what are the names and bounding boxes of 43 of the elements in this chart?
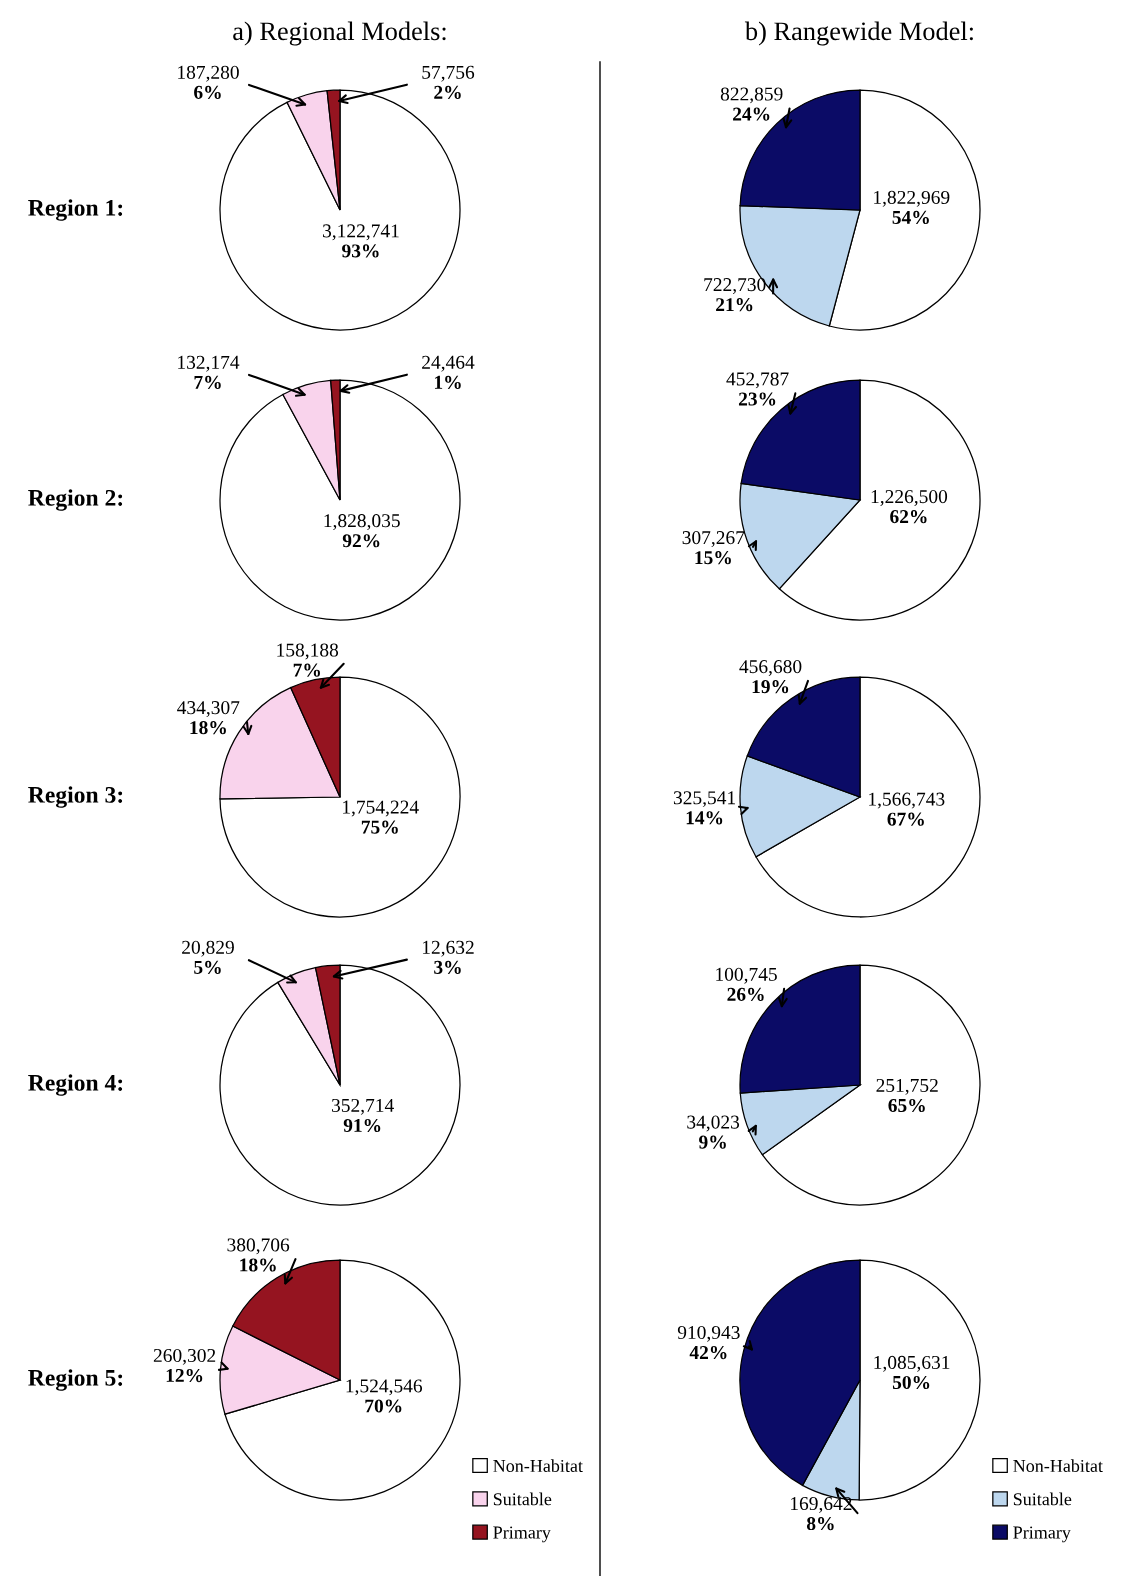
text: Region 5:	[28, 1369, 123, 1391]
data-label: 132,174 7%	[178, 355, 240, 389]
data-label: 456,680 19%	[739, 660, 802, 694]
legend-label: Primary	[493, 1526, 551, 1543]
legend-label: Suitable	[1013, 1492, 1072, 1506]
data-label: 1,226,500 62%	[871, 490, 948, 524]
data-label: 452,787 23%	[726, 372, 789, 406]
text: Region 1:	[28, 199, 123, 221]
data-label: 260,302 12%	[153, 1348, 216, 1383]
data-label: 380,706 18%	[227, 1238, 290, 1272]
data-label: 34,023 9%	[687, 1115, 740, 1149]
legend-label: Primary	[1013, 1526, 1071, 1543]
data-label: 1,524,546 70%	[346, 1379, 423, 1413]
data-label: 12,632 3%	[422, 940, 474, 974]
data-label: 158,188 7%	[277, 643, 339, 677]
data-label: 910,943 42%	[677, 1325, 740, 1360]
data-label: 24,464 1%	[422, 355, 475, 389]
data-label: 352,714 91%	[331, 1098, 394, 1133]
legend-label: Suitable	[493, 1492, 552, 1506]
data-label: 1,754,224 75%	[343, 800, 419, 834]
data-label: 251,752 65%	[876, 1078, 938, 1113]
data-label: 434,307 18%	[177, 701, 240, 735]
data-label: 722,730 21%	[704, 278, 766, 312]
text: Region 2:	[28, 489, 123, 511]
data-label: 1,822,969 54%	[874, 190, 950, 225]
data-label: 1,828,035 92%	[324, 514, 400, 548]
data-label: 822,859 24%	[720, 87, 783, 121]
data-label: 169,642 8%	[791, 1497, 852, 1531]
chart-title: a) Regional Models:	[233, 21, 446, 46]
text: Region 4:	[28, 1074, 123, 1096]
data-label: 57,756 2%	[422, 65, 475, 99]
data-label: 1,566,743 67%	[869, 792, 945, 826]
data-label: 20,829 5%	[182, 940, 234, 974]
data-label: 307,267 15%	[682, 531, 745, 565]
legend-label: Non-Habitat	[1013, 1459, 1103, 1473]
legend-label: Non-Habitat	[493, 1459, 583, 1473]
data-label: 100,745 26%	[716, 967, 777, 1001]
data-label: 1,085,631 50%	[874, 1355, 950, 1390]
text: Region 3:	[28, 786, 123, 808]
data-label: 3,122,741 93%	[323, 224, 399, 258]
data-label: 187,280 6%	[178, 65, 239, 99]
chart-title: b) Rangewide Model:	[744, 21, 973, 46]
data-label: 325,541 14%	[673, 791, 736, 825]
